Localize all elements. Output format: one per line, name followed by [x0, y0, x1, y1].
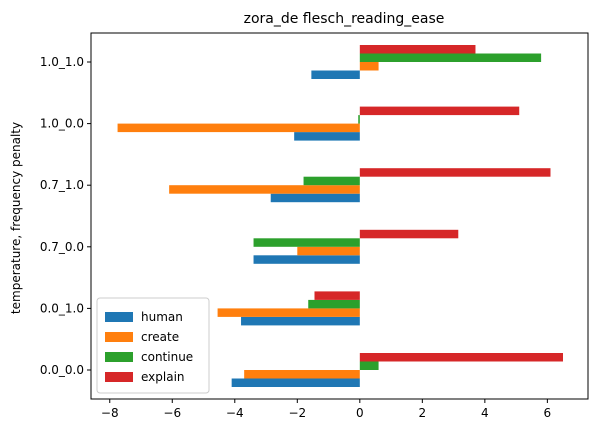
bar-explain-0.0_0.0 [359, 353, 563, 362]
bar-continue-0.7_0.0 [253, 238, 360, 247]
legend-swatch-continue [105, 352, 133, 362]
x-tick-label: −4 [226, 406, 244, 420]
bar-human-1.0_0.0 [294, 132, 360, 141]
y-tick-label: 0.0_0.0 [40, 363, 84, 377]
bar-create-0.7_0.0 [297, 246, 360, 256]
y-tick-label: 1.0_0.0 [40, 117, 84, 131]
y-axis-label: temperature, frequency penalty [9, 122, 23, 314]
bar-explain-0.0_1.0 [314, 291, 360, 300]
x-tick-label: 6 [544, 406, 552, 420]
bar-human-0.7_1.0 [270, 193, 360, 203]
y-tick-label: 1.0_1.0 [40, 55, 84, 69]
bar-create-1.0_0.0 [117, 123, 360, 133]
bar-continue-0.0_1.0 [308, 299, 360, 309]
legend-swatch-explain [105, 372, 133, 382]
bar-create-0.0_0.0 [244, 370, 360, 379]
legend-swatch-create [105, 332, 133, 342]
bar-human-0.0_1.0 [241, 316, 360, 326]
bar-human-1.0_1.0 [311, 70, 360, 79]
plot-frame [90, 32, 589, 400]
legend-label-continue: continue [141, 350, 193, 364]
bar-explain-0.7_1.0 [359, 168, 551, 177]
bar-explain-0.7_0.0 [359, 229, 459, 239]
x-tick-label: −2 [288, 406, 306, 420]
bar-continue-0.0_0.0 [359, 361, 379, 370]
bar-continue-1.0_0.0 [358, 115, 360, 124]
legend-swatch-human [105, 312, 133, 322]
bar-create-0.0_1.0 [217, 308, 360, 317]
bars-group [117, 45, 563, 387]
bar-human-0.7_0.0 [253, 255, 360, 264]
legend-label-explain: explain [141, 370, 185, 384]
bar-create-0.7_1.0 [169, 185, 360, 194]
x-tick-label: 0 [356, 406, 364, 420]
legend-label-human: human [141, 310, 183, 324]
bar-explain-1.0_1.0 [359, 45, 476, 54]
y-tick-label: 0.7_1.0 [40, 178, 84, 192]
x-tick-label: 2 [419, 406, 427, 420]
bar-continue-1.0_1.0 [359, 53, 542, 62]
bar-create-1.0_1.0 [359, 62, 379, 71]
y-tick-label: 0.7_0.0 [40, 240, 84, 254]
bar-human-0.0_0.0 [231, 378, 360, 387]
y-tick-label: 0.0_1.0 [40, 301, 84, 315]
legend-label-create: create [141, 330, 179, 344]
bar-explain-1.0_0.0 [359, 106, 520, 116]
chart-title: zora_de flesch_reading_ease [244, 11, 445, 27]
axes-group: −8 −6 −4 −2 0 2 4 6 0.0_0.0 0.0_1.0 0.7_0.0 0.7_1.0… [40, 32, 589, 420]
bar-continue-0.7_1.0 [303, 176, 360, 186]
x-tick-label: 4 [481, 406, 489, 420]
legend: human create continue explain [96, 297, 210, 394]
x-tick-label: −6 [163, 406, 181, 420]
x-tick-label: −8 [101, 406, 119, 420]
